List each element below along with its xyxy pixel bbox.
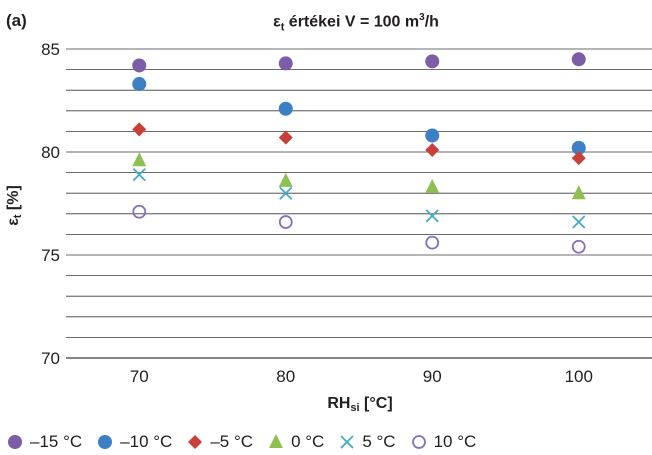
legend-item: –5 °C xyxy=(186,432,253,452)
x-tick-label: 80 xyxy=(276,367,295,386)
y-axis-label: εt [%] xyxy=(5,185,24,226)
data-point xyxy=(132,122,147,137)
data-point xyxy=(132,204,147,219)
legend-marker xyxy=(98,435,113,449)
title-subscript: t xyxy=(280,21,285,34)
legend-marker xyxy=(188,435,203,449)
legend-item: –15 °C xyxy=(6,432,82,452)
ylabel-unit: [%] xyxy=(4,185,22,215)
legend-marker-icon xyxy=(269,434,284,448)
data-point xyxy=(132,168,146,182)
legend-label: –10 °C xyxy=(120,432,173,451)
title-epsilon: ε xyxy=(273,13,281,31)
x-axis-label: RHsi [°C] xyxy=(0,395,652,414)
data-point xyxy=(279,186,293,200)
data-point xyxy=(571,185,586,200)
data-point xyxy=(425,142,440,157)
data-point xyxy=(278,172,293,187)
data-point xyxy=(425,235,440,250)
data-point xyxy=(425,54,440,69)
data-point xyxy=(571,239,586,254)
data-point xyxy=(278,130,293,145)
legend-marker xyxy=(340,435,354,449)
legend-marker xyxy=(269,434,284,448)
data-point xyxy=(278,101,293,116)
data-point xyxy=(278,56,293,71)
legend-marker-icon xyxy=(411,435,426,449)
legend-marker-icon xyxy=(98,435,113,449)
data-point xyxy=(571,52,586,67)
y-tick-label: 85 xyxy=(41,40,60,59)
legend-item: –10 °C xyxy=(96,432,172,452)
data-point xyxy=(132,58,147,73)
data-point xyxy=(425,179,440,194)
x-tick-label: 90 xyxy=(423,367,442,386)
xlabel-rh: RH xyxy=(327,395,351,412)
legend-marker-icon xyxy=(8,435,22,449)
data-point xyxy=(132,152,147,167)
xlabel-unit: [°C] xyxy=(359,395,393,412)
legend-marker-icon xyxy=(188,435,203,449)
legend-marker xyxy=(8,435,22,449)
legend-item: 0 °C xyxy=(267,432,324,452)
y-tick-label: 70 xyxy=(41,349,60,368)
legend-label: 5 °C xyxy=(362,432,396,451)
data-point xyxy=(425,128,440,143)
title-superscript: 3 xyxy=(419,12,425,23)
title-text: értékei V = 100 m xyxy=(284,13,420,31)
data-point xyxy=(425,209,439,223)
legend-item: 10 °C xyxy=(410,432,477,452)
y-tick-label: 80 xyxy=(41,143,60,162)
x-tick-label: 100 xyxy=(565,367,593,386)
legend-label: –15 °C xyxy=(30,432,83,451)
data-point xyxy=(278,215,293,229)
ylabel-subscript: t xyxy=(11,214,24,219)
legend-item: 5 °C xyxy=(338,432,396,452)
data-point xyxy=(572,215,586,229)
y-tick-label: 75 xyxy=(41,246,60,265)
panel-label: (a) xyxy=(6,11,27,30)
legend-label: 10 °C xyxy=(433,432,477,451)
data-point xyxy=(571,151,586,166)
xlabel-subscript: si xyxy=(350,402,360,414)
legend-marker-icon xyxy=(340,435,354,449)
title-tail: /h xyxy=(424,13,439,31)
chart-legend: –15 °C –10 °C –5 °C 0 °C 5 °C 10 °C xyxy=(6,432,490,452)
legend-marker xyxy=(411,435,426,449)
ylabel-epsilon: ε xyxy=(4,218,22,226)
legend-label: 0 °C xyxy=(291,432,325,451)
data-point xyxy=(571,140,586,155)
data-point xyxy=(132,77,147,92)
chart-title: εt értékei V = 100 m3/h xyxy=(0,12,652,34)
x-tick-label: 70 xyxy=(130,367,149,386)
legend-label: –5 °C xyxy=(210,432,254,451)
